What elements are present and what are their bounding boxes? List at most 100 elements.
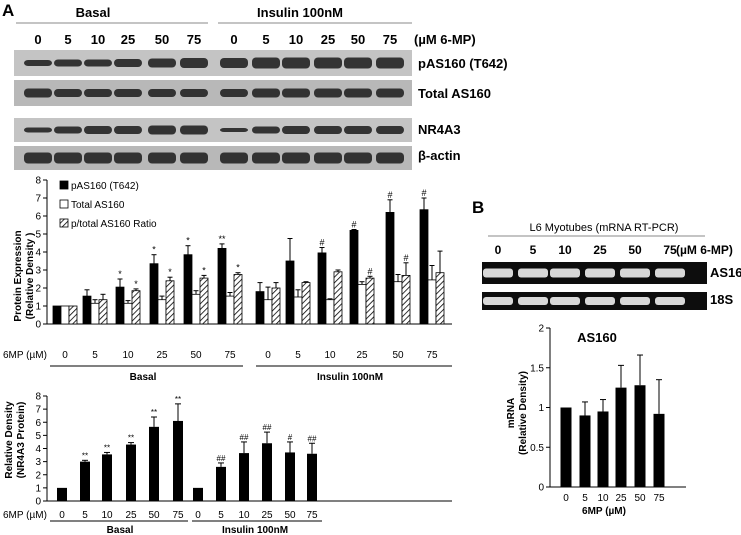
significance-mark: # (367, 266, 372, 276)
blot-band (252, 57, 280, 69)
legend-label: p/total AS160 Ratio (71, 219, 157, 230)
bar-pas160 (317, 252, 327, 325)
bar-total-as160 (191, 293, 201, 325)
significance-mark: * (152, 245, 156, 255)
x-tick-label: 0 (563, 493, 569, 504)
chart3-title: AS160 (577, 330, 617, 345)
significance-mark: * (134, 279, 138, 289)
bar-nr4a3 (57, 487, 67, 501)
bar-as160-mrna (615, 387, 627, 487)
blot-band (54, 126, 82, 134)
blot-label-nr4a3: NR4A3 (418, 122, 461, 137)
bar-nr4a3 (149, 426, 159, 501)
y-tick-label: 0 (35, 497, 41, 508)
blot-band (24, 60, 52, 66)
x-tick-label: 5 (92, 350, 98, 361)
chart-as160-mrna: 0 0.5 1 1.5 2 0 5 10 25 50 75 6MP (µM) (530, 324, 686, 517)
blot-band (252, 152, 280, 164)
y-tick-label: 5 (35, 431, 41, 442)
blot-band (114, 59, 142, 67)
gel-band (483, 268, 513, 278)
bar-total-as160 (427, 279, 437, 325)
y-tick-label: 5 (35, 230, 41, 241)
significance-mark: * (118, 269, 122, 279)
blot-band (220, 152, 248, 164)
blot-dose-label: 5 (64, 32, 71, 47)
bar-pas160 (217, 247, 227, 325)
significance-mark: ** (104, 443, 110, 452)
x-tick-label: 50 (634, 493, 646, 504)
blot-band (114, 126, 142, 134)
x-tick-label: 75 (224, 350, 236, 361)
significance-mark: ## (217, 454, 226, 463)
blot-band (252, 126, 280, 134)
blot-band (376, 57, 404, 69)
x-axis-label: 6MP (µM) (582, 506, 626, 517)
gel-band (585, 297, 615, 305)
gel-label-18s: 18S (710, 292, 733, 307)
blot-band (148, 152, 176, 164)
panel-b-title: L6 Myotubes (mRNA RT-PCR) (530, 222, 679, 234)
bar-ratio (131, 290, 141, 325)
y-tick-label: 7 (35, 194, 41, 205)
legend-label: Total AS160 (71, 200, 125, 211)
blot-band (24, 152, 52, 164)
blot-band (282, 152, 310, 164)
significance-mark: ** (151, 408, 157, 417)
x-tick-label: 25 (615, 493, 627, 504)
group-label-insulin: Insulin 100nM (222, 525, 288, 535)
blot-dose-label: 25 (321, 32, 335, 47)
blot-band (84, 152, 112, 164)
bar-ratio (68, 305, 78, 325)
x-axis-label: 6MP (µM) (3, 350, 47, 361)
gel-band (620, 268, 650, 278)
legend-label: pAS160 (T642) (71, 181, 139, 192)
y-tick-label: 0 (538, 483, 544, 494)
x-tick-label: 75 (653, 493, 665, 504)
blot-band (282, 126, 310, 134)
bar-total-as160 (293, 296, 303, 325)
bar-nr4a3 (239, 453, 249, 501)
blot-dose-label: 5 (262, 32, 269, 47)
bar-pas160 (82, 295, 92, 325)
group-label-insulin: Insulin 100nM (317, 372, 383, 383)
blot-dose-label: 25 (121, 32, 135, 47)
significance-mark: * (236, 263, 240, 273)
bar-ratio (233, 274, 243, 325)
bar-ratio (271, 287, 281, 325)
bar-nr4a3 (80, 461, 90, 501)
bar-total-as160 (225, 295, 235, 325)
gel-band (550, 268, 580, 278)
y-tick-label: 7 (35, 405, 41, 416)
pcr-dose-label: 0 (495, 243, 502, 257)
bar-total-as160 (157, 299, 167, 325)
bar-ratio (435, 272, 445, 325)
gel-band (585, 268, 615, 278)
panel-a-letter: A (2, 1, 14, 20)
blot-band (376, 88, 404, 98)
bar-as160-mrna (560, 407, 572, 487)
significance-mark: ** (218, 234, 226, 244)
bar-nr4a3 (285, 452, 295, 501)
blot-band (344, 152, 372, 164)
bar-pas160 (285, 260, 295, 325)
bar-pas160 (183, 254, 193, 325)
significance-mark: ** (128, 434, 134, 443)
x-tick-label: 5 (295, 350, 301, 361)
x-tick-label: 50 (284, 510, 296, 521)
bar-pas160 (255, 291, 265, 325)
significance-mark: # (319, 238, 324, 248)
y-tick-label: 6 (35, 418, 41, 429)
blot-band (314, 88, 342, 98)
x-tick-label: 50 (392, 350, 404, 361)
gel-band (518, 268, 548, 278)
bar-pas160 (349, 229, 359, 325)
bar-total-as160 (357, 283, 367, 325)
blot-band (54, 59, 82, 67)
pcr-dose-label: 50 (628, 243, 642, 257)
chart3-ylabel: mRNA(Relative Density) (506, 371, 529, 455)
x-tick-label: 10 (597, 493, 609, 504)
y-tick-label: 2 (35, 470, 41, 481)
